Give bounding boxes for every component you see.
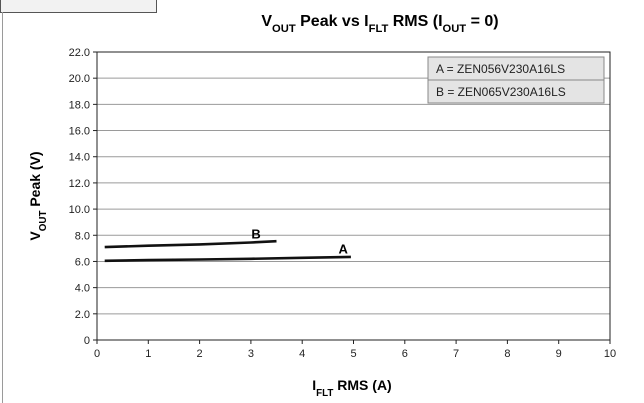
y-tick-label: 16.0 <box>69 126 90 138</box>
subscript-text: OUT <box>443 23 467 35</box>
gridlines <box>97 77 610 315</box>
x-tick-label: 2 <box>197 348 203 360</box>
y-tick-label: 14.0 <box>69 152 90 164</box>
label-text: V <box>27 231 43 241</box>
series-label-a: A <box>339 242 349 257</box>
label-text: RMS (I <box>388 13 442 30</box>
subscript-text: FLT <box>316 388 333 399</box>
x-tick-label: 3 <box>248 348 254 360</box>
x-tick-label: 9 <box>556 348 562 360</box>
x-axis-label: IFLT RMS (A) <box>312 377 391 399</box>
y-tick-label: 18.0 <box>69 99 90 111</box>
x-tick-label: 8 <box>504 348 510 360</box>
label-text: = 0) <box>466 13 498 30</box>
y-tick-label: 22.0 <box>69 47 90 59</box>
legend: A = ZEN056V230A16LS B = ZEN065V230A16LS <box>427 56 605 104</box>
series-line-b <box>104 239 277 249</box>
x-tick-label: 6 <box>402 348 408 360</box>
x-tick-label: 0 <box>94 348 100 360</box>
series-line-a <box>104 255 351 263</box>
header-tab-box <box>0 0 157 13</box>
x-tick-label: 7 <box>453 348 459 360</box>
x-tick-label: 5 <box>350 348 356 360</box>
x-axis-ticks: 0 1 2 3 4 5 6 7 8 9 10 <box>94 340 616 360</box>
subscript-text: OUT <box>272 23 296 35</box>
chart-title: VOUT Peak vs IFLT RMS (IOUT = 0) <box>261 13 498 35</box>
label-text: I <box>312 377 316 393</box>
y-tick-label: 2.0 <box>75 309 90 321</box>
y-tick-label: 4.0 <box>75 283 90 295</box>
y-tick-label: 0 <box>84 335 90 347</box>
y-axis-ticks: 0 2.0 4.0 6.0 8.0 10.0 12.0 14.0 16.0 18.0 20.0 22.… <box>69 47 97 347</box>
legend-entry-text: B = ZEN065V230A16LS <box>436 85 566 99</box>
legend-entry-text: A = ZEN056V230A16LS <box>436 62 565 76</box>
legend-entry-box <box>427 79 605 104</box>
x-tick-label: 1 <box>145 348 151 360</box>
y-tick-label: 8.0 <box>75 230 90 242</box>
y-tick-label: 10.0 <box>69 204 90 216</box>
label-text: V <box>261 13 272 30</box>
series-lines <box>104 239 351 263</box>
series-labels: AB <box>251 227 348 257</box>
subscript-text: OUT <box>38 211 49 232</box>
y-axis-label: VOUT Peak (V) <box>27 151 49 240</box>
label-text: Peak vs I <box>296 13 369 30</box>
y-tick-label: 20.0 <box>69 73 90 85</box>
label-text: RMS (A) <box>333 377 391 393</box>
y-tick-label: 6.0 <box>75 256 90 268</box>
x-tick-label: 10 <box>604 348 616 360</box>
label-text: Peak (V) <box>27 151 43 210</box>
series-label-b: B <box>251 227 260 242</box>
x-tick-label: 4 <box>299 348 305 360</box>
y-tick-label: 12.0 <box>69 178 90 190</box>
page-border-rule <box>2 12 3 403</box>
subscript-text: FLT <box>369 23 389 35</box>
